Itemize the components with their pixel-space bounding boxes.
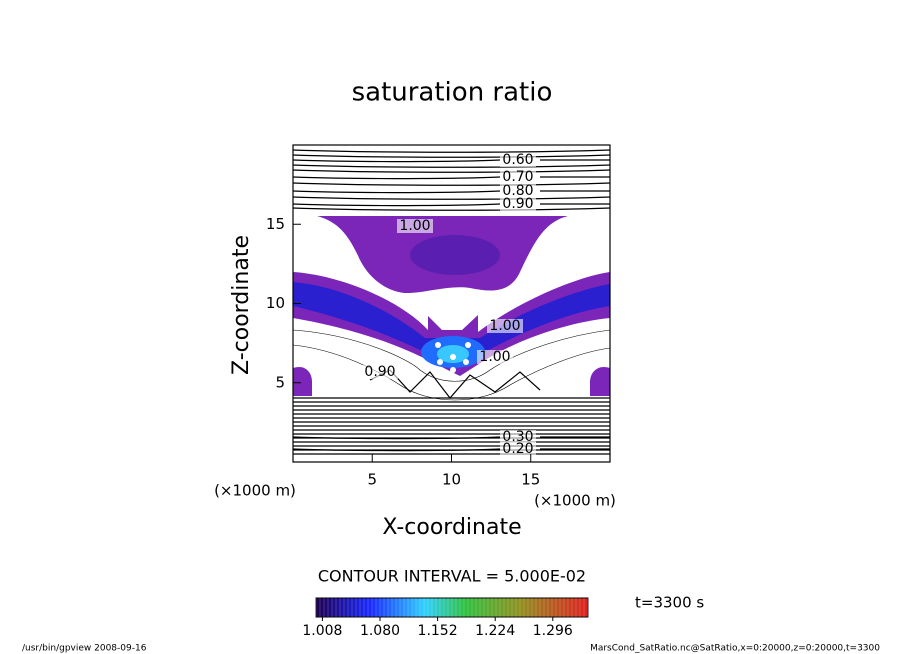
chart-title: saturation ratio [352,78,553,108]
contour-label: 0.20 [502,441,533,457]
y-tick-label: 10 [266,294,285,312]
contour-line [293,445,610,447]
contour-line [293,154,610,158]
contour-label: 0.70 [502,169,533,185]
contour-line [293,417,610,419]
region-core [410,235,500,275]
label-bg [477,350,513,364]
contour-line [293,182,610,186]
hole [437,359,443,365]
region [293,272,610,376]
contour-line [293,409,610,411]
colorbar [315,597,589,618]
contour-line [293,196,610,200]
y-tick-label: 5 [275,373,285,391]
label-bg [500,442,536,456]
contour-line [293,176,610,180]
y-axis-label: Z-coordinate [229,235,254,375]
field [293,149,610,456]
hole [450,354,456,360]
label-bg [500,184,536,198]
hole [435,342,441,348]
contour-label: 0.90 [502,196,533,212]
region [590,366,610,396]
contour-line [293,433,610,435]
contour-label: 0.60 [502,152,533,168]
colorbar-tick-label: 1.152 [418,623,458,639]
label-bg [487,319,523,333]
contour-line [293,425,610,427]
y-unit: (×1000 m) [214,482,296,500]
y-tick-label: 15 [266,215,285,233]
contour-line [293,203,610,207]
contour-line [293,429,610,431]
contour-line [293,190,610,194]
contour-label: 1.00 [479,349,510,365]
x-unit: (×1000 m) [534,492,616,510]
hole [465,342,471,348]
x-tick-label: 15 [521,471,540,489]
contour-line [293,397,610,399]
contour-label: 0.90 [364,364,395,380]
label-bg [500,153,536,167]
label-bg [500,170,536,184]
colorbar-tick-label: 1.008 [302,623,342,639]
contour-label: 1.00 [489,318,520,334]
contour-line [293,164,610,168]
x-tick-label: 10 [442,471,461,489]
contour-line [293,401,610,403]
contour-line [293,413,610,415]
contour-line [293,159,610,163]
contour-line [293,441,610,443]
contour-label: 0.80 [502,183,533,199]
contour-line [293,405,610,407]
label-bg [362,365,398,379]
contour-line [293,436,610,440]
label-bg [500,430,536,444]
x-tick-label: 5 [367,471,377,489]
contour-line [293,169,610,173]
hole [463,359,469,365]
contour-line [293,344,610,401]
colorbar-tick-label: 1.224 [475,623,515,639]
contour-line [293,453,610,455]
contour-line [293,207,610,211]
contour-label: 0.30 [502,429,533,445]
contour-line [293,448,610,452]
contour-line [293,149,610,153]
colorbar-tick-label: 1.080 [360,623,400,639]
contour-label: 1.00 [399,218,430,234]
region [293,366,312,396]
time-label: t=3300 s [635,594,704,612]
footer-left: /usr/bin/gpview 2008-09-16 [22,644,147,654]
footer-right: MarsCond_SatRatio.nc@SatRatio,x=0:20000,… [590,644,880,654]
label-bg [500,197,536,211]
contour-line [293,421,610,423]
contour-line [293,329,610,382]
x-axis-label: X-coordinate [382,515,521,540]
label-bg [397,219,433,233]
contour-interval: CONTOUR INTERVAL = 5.000E-02 [318,567,586,586]
hole [450,367,456,373]
colorbar-tick-label: 1.296 [533,623,573,639]
